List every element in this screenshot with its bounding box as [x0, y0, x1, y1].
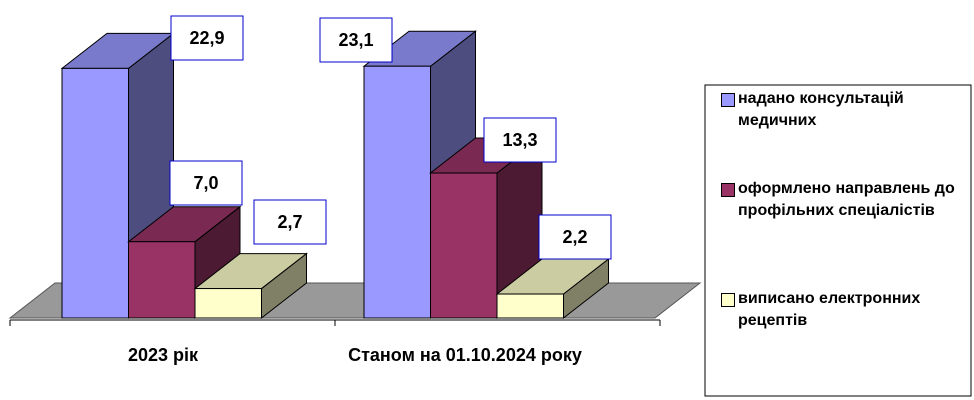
legend-swatch	[721, 293, 735, 307]
data-label-box	[538, 214, 612, 260]
bar	[430, 172, 498, 319]
data-label-box	[253, 199, 327, 245]
data-label-box	[319, 17, 393, 63]
data-label: 7,0	[193, 173, 218, 193]
bar	[194, 288, 262, 319]
bar	[128, 241, 196, 319]
data-label: 2,2	[562, 227, 587, 247]
data-label-box	[169, 160, 243, 206]
bar	[363, 65, 431, 319]
legend-box	[704, 84, 972, 397]
data-label: 22,9	[189, 28, 224, 48]
data-label: 2,7	[277, 212, 302, 232]
legend-label: оформлено направлень до профільних спеці…	[738, 180, 955, 219]
data-label-box	[483, 117, 557, 163]
legend-label: надано консультацій медичних	[738, 90, 904, 129]
bar	[61, 67, 129, 319]
legend-swatch	[721, 93, 735, 107]
data-label: 13,3	[502, 130, 537, 150]
legend-swatch	[721, 183, 735, 197]
bar	[496, 293, 564, 319]
legend-label: виписано електронних рецептів	[738, 290, 921, 329]
data-label: 23,1	[338, 30, 373, 50]
x-tick-label: Станом на 01.10.2024 року	[348, 345, 582, 365]
data-label-box	[170, 15, 244, 61]
x-tick-label: 2023 рік	[127, 345, 199, 365]
